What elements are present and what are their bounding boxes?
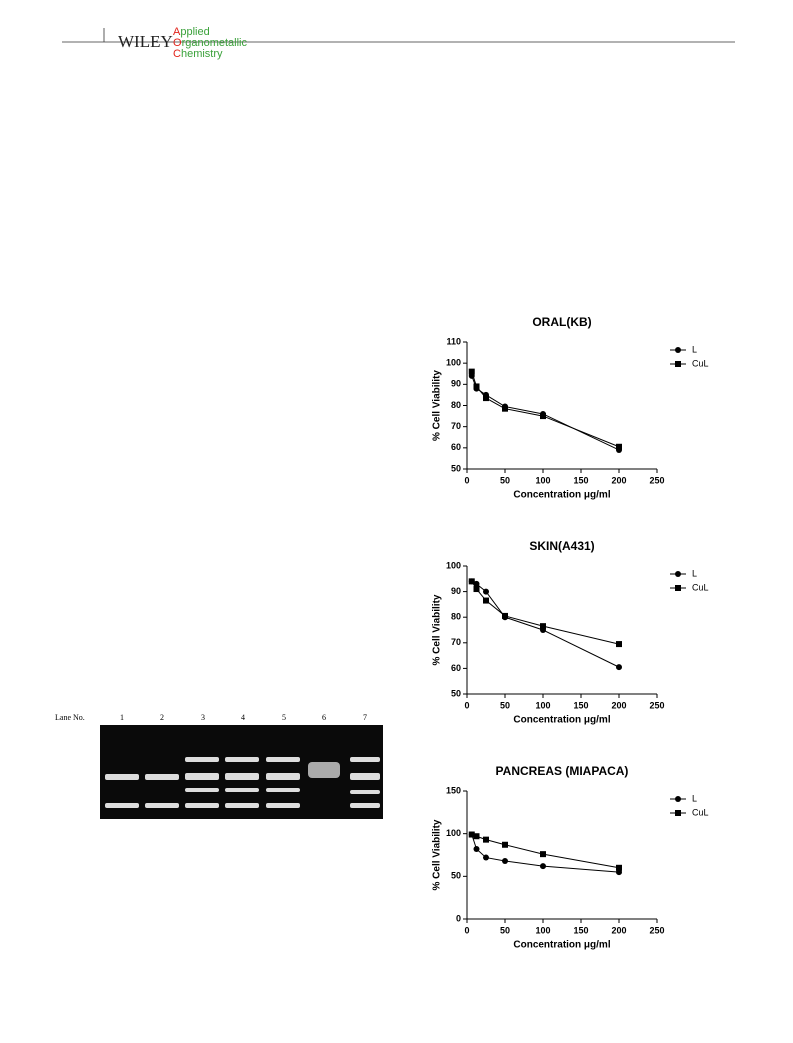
point <box>540 863 546 870</box>
x-tick-label: 0 <box>464 700 469 710</box>
y-tick-label: 50 <box>451 871 461 881</box>
gel-lane-label: 6 <box>322 713 326 722</box>
point <box>473 586 480 593</box>
x-tick-label: 0 <box>464 925 469 935</box>
x-tick-label: 250 <box>649 925 664 935</box>
journal-line: Applied <box>173 26 210 38</box>
y-tick-label: 0 <box>456 913 461 923</box>
legend-marker <box>675 810 681 816</box>
x-tick-label: 100 <box>535 700 550 710</box>
point <box>502 612 508 619</box>
legend-marker <box>675 585 681 591</box>
gel-lane-label: 3 <box>201 713 205 722</box>
point <box>468 368 475 375</box>
point <box>473 846 480 853</box>
point <box>483 836 489 843</box>
y-tick-label: 100 <box>446 358 461 368</box>
point <box>468 831 475 838</box>
point <box>473 383 480 390</box>
point <box>483 597 489 604</box>
y-tick-label: 110 <box>446 336 461 346</box>
legend-label: L <box>692 793 697 803</box>
y-tick-label: 50 <box>451 463 461 473</box>
x-tick-label: 100 <box>535 475 550 485</box>
gel-lane-label: 7 <box>363 713 367 722</box>
point <box>502 405 508 412</box>
y-tick-label: 60 <box>451 442 461 452</box>
x-tick-label: 50 <box>500 700 510 710</box>
y-axis-title: % Cell Viability <box>432 370 443 441</box>
x-axis-title: Concentration μg/ml <box>513 490 610 501</box>
y-tick-label: 100 <box>446 560 461 570</box>
point <box>483 395 489 402</box>
point <box>468 578 475 585</box>
gel-image <box>100 725 383 819</box>
y-tick-label: 60 <box>451 663 461 673</box>
x-tick-label: 200 <box>611 475 626 485</box>
point <box>616 641 622 648</box>
chart-title: PANCREAS (MIAPACA) <box>496 764 629 778</box>
x-axis-title: Concentration μg/ml <box>513 715 610 726</box>
series-line <box>471 581 620 645</box>
y-axis-title: % Cell Viability <box>432 594 443 665</box>
x-tick-label: 150 <box>573 700 588 710</box>
point <box>483 588 489 595</box>
x-tick-label: 150 <box>573 925 588 935</box>
x-tick-label: 0 <box>464 475 469 485</box>
y-axis-title: % Cell Viability <box>432 819 443 890</box>
legend-label: CuL <box>692 582 709 592</box>
chart-title: SKIN(A431) <box>529 539 594 553</box>
legend-marker <box>675 796 681 802</box>
point <box>540 851 546 858</box>
point <box>616 664 622 671</box>
x-tick-label: 100 <box>535 925 550 935</box>
y-tick-label: 90 <box>451 586 461 596</box>
y-tick-label: 70 <box>451 421 461 431</box>
legend-label: CuL <box>692 807 709 817</box>
y-tick-label: 50 <box>451 688 461 698</box>
point <box>473 580 480 587</box>
legend-label: L <box>692 344 697 354</box>
point <box>483 854 489 861</box>
y-tick-label: 150 <box>446 785 461 795</box>
gel-lane-label: 1 <box>120 713 124 722</box>
journal-line: Chemistry <box>173 48 223 60</box>
legend-marker <box>675 347 681 353</box>
x-tick-label: 250 <box>649 700 664 710</box>
y-tick-label: 100 <box>446 828 461 838</box>
point <box>502 841 508 848</box>
point <box>616 443 622 450</box>
gel-lane-title: Lane No. <box>55 713 85 722</box>
y-tick-label: 80 <box>451 612 461 622</box>
journal-line: Organometallic <box>173 37 247 49</box>
y-tick-label: 90 <box>451 379 461 389</box>
point <box>540 413 546 420</box>
point <box>540 623 546 630</box>
y-tick-label: 70 <box>451 637 461 647</box>
x-tick-label: 150 <box>573 475 588 485</box>
point <box>502 857 508 864</box>
y-tick-label: 80 <box>451 400 461 410</box>
x-tick-label: 50 <box>500 475 510 485</box>
gel-lane-label: 4 <box>241 713 245 722</box>
gel-lane-label: 2 <box>160 713 164 722</box>
x-tick-label: 200 <box>611 700 626 710</box>
legend-marker <box>675 361 681 367</box>
gel-lane-label: 5 <box>282 713 286 722</box>
publisher: WILEY <box>118 32 173 51</box>
legend-label: L <box>692 568 697 578</box>
point <box>473 833 480 840</box>
series-line <box>471 371 620 448</box>
legend-marker <box>675 571 681 577</box>
chart-title: ORAL(KB) <box>532 315 591 329</box>
x-tick-label: 250 <box>649 475 664 485</box>
point <box>616 864 622 871</box>
x-axis-title: Concentration μg/ml <box>513 940 610 951</box>
legend-label: CuL <box>692 358 709 368</box>
x-tick-label: 200 <box>611 925 626 935</box>
x-tick-label: 50 <box>500 925 510 935</box>
